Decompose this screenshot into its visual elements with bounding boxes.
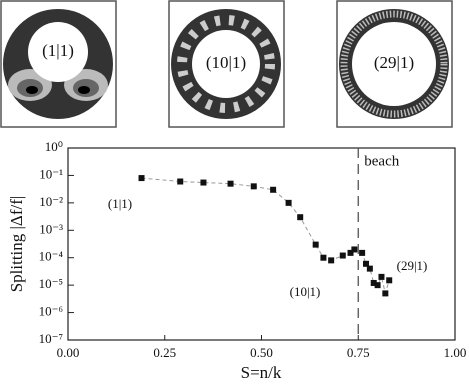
- annotation: (10|1): [290, 284, 321, 299]
- data-point: [312, 241, 319, 248]
- data-point: [177, 178, 184, 185]
- data-point: [320, 254, 327, 261]
- data-point: [339, 252, 346, 259]
- data-point: [362, 260, 369, 267]
- data-point: [351, 246, 358, 253]
- data-point: [366, 265, 373, 272]
- inset-label: (10|1): [206, 53, 246, 72]
- x-tick-label: 0.00: [57, 345, 80, 360]
- inset-2: [168, 0, 285, 128]
- data-point: [285, 199, 292, 206]
- data-point: [138, 175, 145, 182]
- inset-label: (1|1): [42, 41, 74, 60]
- data-point: [359, 249, 366, 256]
- y-tick-label: 10⁻²: [39, 194, 63, 209]
- inset-3: [336, 0, 453, 128]
- data-point: [378, 273, 385, 280]
- annotation: (1|1): [108, 196, 132, 211]
- inset-label: (29|1): [374, 53, 414, 72]
- y-tick-label: 10⁻⁷: [39, 331, 63, 346]
- data-point: [382, 290, 389, 297]
- y-tick-label: 10⁰: [45, 139, 63, 154]
- plot-frame: [67, 147, 456, 341]
- data-point: [250, 183, 257, 190]
- data-point: [386, 277, 393, 284]
- y-tick-label: 10⁻⁶: [39, 304, 63, 319]
- x-tick-label: 0.75: [347, 345, 370, 360]
- data-point: [297, 214, 304, 221]
- x-tick-label: 1.00: [444, 345, 467, 360]
- data-point: [374, 282, 381, 289]
- annotation: (29|1): [397, 258, 428, 273]
- x-axis-label: S=n/k: [241, 363, 282, 382]
- data-point: [200, 179, 207, 186]
- data-point: [347, 249, 354, 256]
- x-tick-label: 0.50: [250, 345, 273, 360]
- x-tick-label: 0.25: [153, 345, 176, 360]
- data-point: [370, 279, 377, 286]
- inset-1: [0, 0, 117, 128]
- data-point: [227, 180, 234, 187]
- y-tick-label: 10⁻³: [39, 221, 63, 236]
- trend-line: [141, 177, 390, 296]
- y-tick-label: 10⁻¹: [39, 166, 63, 181]
- data-point: [270, 186, 277, 193]
- beach-label: beach: [364, 153, 399, 169]
- data-point: [328, 257, 335, 264]
- y-axis-label: Splitting |Δf/f|: [7, 196, 26, 293]
- y-tick-label: 10⁻⁴: [39, 249, 64, 264]
- y-tick-label: 10⁻⁵: [39, 276, 63, 291]
